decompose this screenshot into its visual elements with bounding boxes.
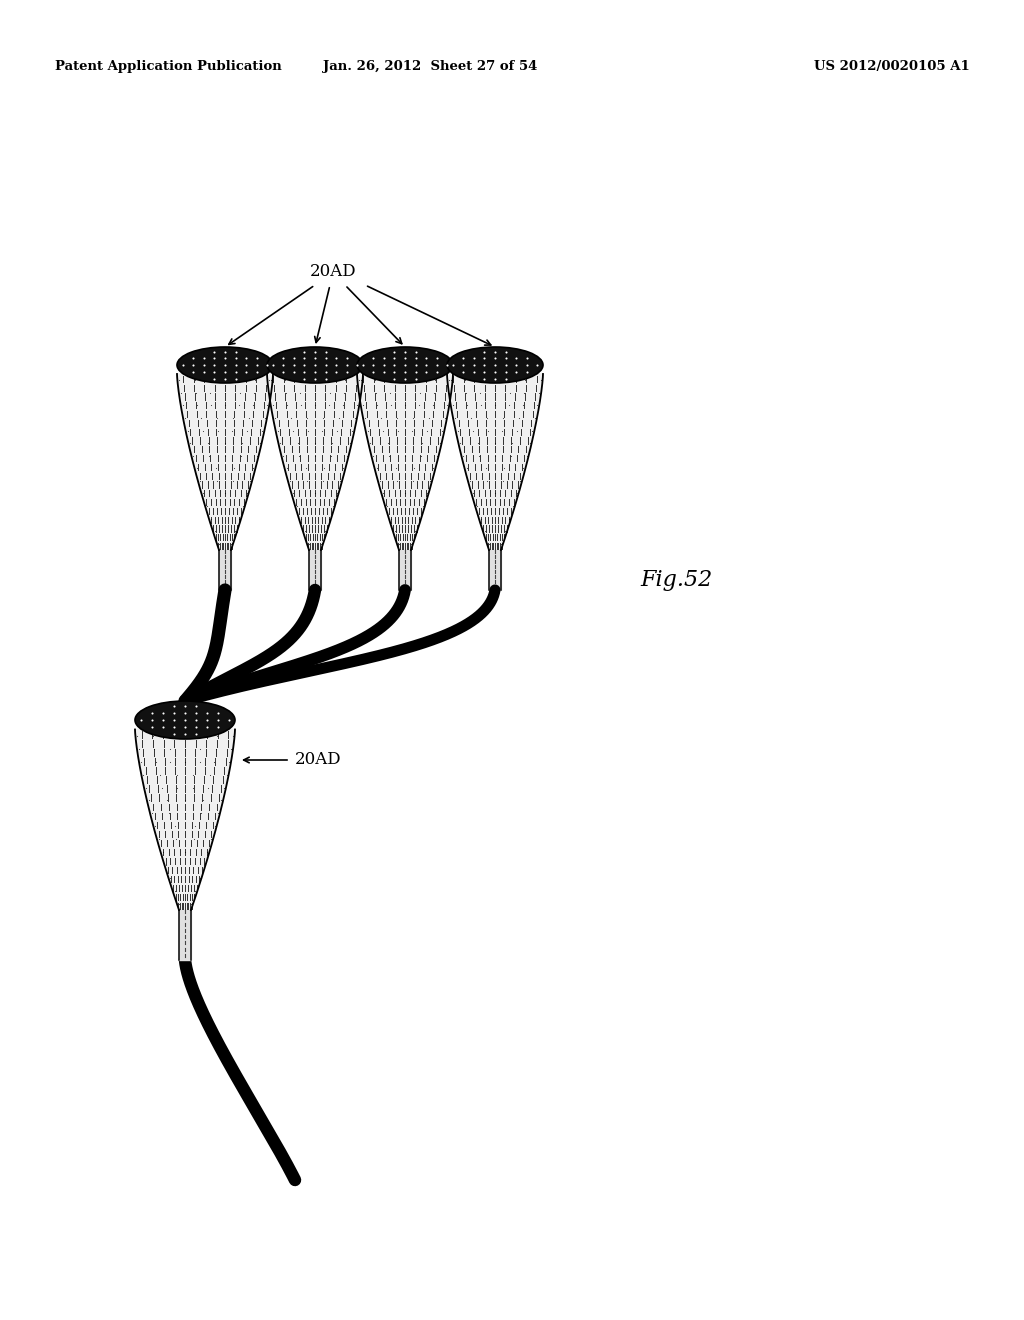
Polygon shape <box>447 374 543 550</box>
Text: Patent Application Publication: Patent Application Publication <box>55 59 282 73</box>
Polygon shape <box>177 374 273 550</box>
Text: Fig.52: Fig.52 <box>640 569 713 591</box>
Ellipse shape <box>135 701 234 739</box>
Text: 20AD: 20AD <box>295 751 342 768</box>
Polygon shape <box>219 550 231 590</box>
Ellipse shape <box>267 347 362 383</box>
Polygon shape <box>135 730 234 909</box>
Ellipse shape <box>357 347 453 383</box>
Polygon shape <box>267 374 362 550</box>
Ellipse shape <box>447 347 543 383</box>
Text: 20AD: 20AD <box>310 263 356 280</box>
Polygon shape <box>489 550 501 590</box>
Polygon shape <box>309 550 321 590</box>
Polygon shape <box>357 374 453 550</box>
Text: US 2012/0020105 A1: US 2012/0020105 A1 <box>814 59 970 73</box>
Ellipse shape <box>177 347 273 383</box>
Polygon shape <box>179 909 191 960</box>
Text: Jan. 26, 2012  Sheet 27 of 54: Jan. 26, 2012 Sheet 27 of 54 <box>323 59 538 73</box>
Polygon shape <box>399 550 411 590</box>
